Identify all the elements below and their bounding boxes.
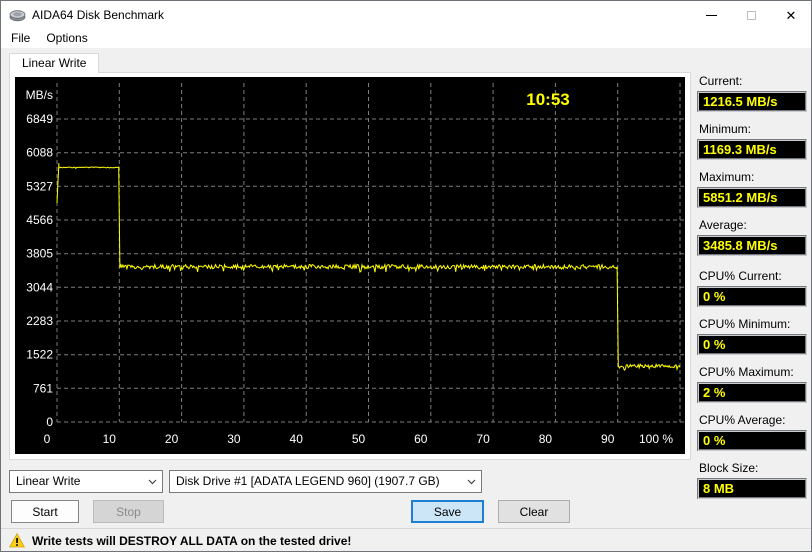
benchmark-page: MB/s 6849 6088 5327 4566 3805 3044 2283 1522 761 0… bbox=[9, 72, 691, 460]
x-axis-tick-label: 100 % bbox=[639, 432, 673, 446]
stat-label-maximum: Maximum: bbox=[699, 170, 755, 184]
stat-box-block-size: 8 MB bbox=[697, 478, 807, 499]
stop-button: Stop bbox=[93, 500, 164, 523]
stat-label-cpu-average: CPU% Average: bbox=[699, 413, 786, 427]
y-axis-tick-label: 1522 bbox=[26, 348, 53, 362]
close-icon: ✕ bbox=[785, 7, 797, 23]
start-button[interactable]: Start bbox=[11, 500, 79, 523]
status-bar: Write tests will DESTROY ALL DATA on the… bbox=[1, 528, 811, 551]
status-warning-text: Write tests will DESTROY ALL DATA on the… bbox=[32, 533, 352, 548]
stat-box-cpu-maximum: 2 % bbox=[697, 382, 807, 403]
y-axis-tick-label: 2283 bbox=[26, 314, 53, 328]
y-axis-tick-label: 761 bbox=[33, 381, 53, 395]
y-axis-tick-label: 0 bbox=[46, 415, 53, 429]
maximize-icon bbox=[746, 10, 756, 20]
x-axis-tick-label: 60 bbox=[414, 432, 428, 446]
caption-buttons: ✕ bbox=[691, 1, 811, 29]
x-axis-tick-label: 20 bbox=[165, 432, 179, 446]
stat-value-cpu-current: 0 % bbox=[703, 289, 726, 304]
window-title: AIDA64 Disk Benchmark bbox=[32, 8, 165, 22]
y-axis-tick-label: 6849 bbox=[26, 112, 53, 126]
stat-label-minimum: Minimum: bbox=[699, 122, 752, 136]
stat-box-maximum: 5851.2 MB/s bbox=[697, 187, 807, 208]
title-bar: AIDA64 Disk Benchmark ✕ bbox=[1, 1, 811, 29]
benchmark-clock: 10:53 bbox=[526, 90, 569, 109]
stat-value-average: 3485.8 MB/s bbox=[703, 238, 778, 253]
x-axis-tick-label: 50 bbox=[352, 432, 366, 446]
stat-label-block-size: Block Size: bbox=[699, 461, 759, 475]
stats-panel: Current: 1216.5 MB/s Minimum: 1169.3 MB/… bbox=[697, 74, 807, 509]
x-axis-tick-label: 40 bbox=[290, 432, 304, 446]
stat-box-cpu-current: 0 % bbox=[697, 286, 807, 307]
y-axis-unit-label: MB/s bbox=[26, 88, 53, 102]
stat-label-cpu-minimum: CPU% Minimum: bbox=[699, 317, 791, 331]
stat-value-cpu-minimum: 0 % bbox=[703, 337, 726, 352]
aida64-disk-icon bbox=[9, 10, 26, 22]
test-type-value: Linear Write bbox=[16, 474, 81, 488]
y-axis-tick-label: 4566 bbox=[26, 213, 53, 227]
stat-label-average: Average: bbox=[699, 218, 747, 232]
menu-bar: File Options bbox=[1, 29, 811, 48]
drive-select-value: Disk Drive #1 [ADATA LEGEND 960] (1907.7… bbox=[176, 474, 440, 488]
write-speed-line bbox=[56, 163, 681, 372]
save-button[interactable]: Save bbox=[411, 500, 484, 523]
x-axis-tick-label: 30 bbox=[227, 432, 241, 446]
stat-value-maximum: 5851.2 MB/s bbox=[703, 190, 778, 205]
stat-box-minimum: 1169.3 MB/s bbox=[697, 139, 807, 160]
stat-label-current: Current: bbox=[699, 74, 743, 88]
clear-button[interactable]: Clear bbox=[498, 500, 570, 523]
x-axis-tick-label: 10 bbox=[103, 432, 117, 446]
tab-linear-write[interactable]: Linear Write bbox=[9, 53, 100, 73]
stat-box-average: 3485.8 MB/s bbox=[697, 235, 807, 256]
chevron-down-icon bbox=[143, 472, 161, 491]
y-axis-tick-label: 5327 bbox=[26, 179, 53, 193]
stat-value-cpu-average: 0 % bbox=[703, 433, 726, 448]
warning-icon bbox=[9, 533, 25, 548]
benchmark-chart: MB/s 6849 6088 5327 4566 3805 3044 2283 1522 761 0… bbox=[15, 77, 685, 454]
stat-value-minimum: 1169.3 MB/s bbox=[703, 142, 777, 157]
x-axis-tick-label: 80 bbox=[539, 432, 553, 446]
y-axis-tick-label: 3044 bbox=[26, 280, 53, 294]
drive-select[interactable]: Disk Drive #1 [ADATA LEGEND 960] (1907.7… bbox=[169, 470, 482, 493]
stat-label-cpu-maximum: CPU% Maximum: bbox=[699, 365, 794, 379]
menu-options[interactable]: Options bbox=[46, 31, 88, 45]
stat-value-block-size: 8 MB bbox=[703, 481, 735, 496]
stat-box-cpu-minimum: 0 % bbox=[697, 334, 807, 355]
maximize-button bbox=[731, 1, 771, 29]
close-button[interactable]: ✕ bbox=[771, 1, 811, 29]
stat-value-current: 1216.5 MB/s bbox=[703, 94, 778, 109]
x-axis-tick-label: 70 bbox=[476, 432, 490, 446]
minimize-icon bbox=[705, 14, 717, 16]
stat-box-current: 1216.5 MB/s bbox=[697, 91, 807, 112]
y-axis-tick-label: 6088 bbox=[26, 146, 53, 160]
x-axis-tick-label: 90 bbox=[601, 432, 615, 446]
x-axis-tick-label: 0 bbox=[44, 432, 51, 446]
chevron-down-icon bbox=[462, 472, 480, 491]
y-axis-tick-label: 3805 bbox=[26, 247, 53, 261]
stat-label-cpu-current: CPU% Current: bbox=[699, 269, 782, 283]
test-type-select[interactable]: Linear Write bbox=[9, 470, 163, 493]
stat-value-cpu-maximum: 2 % bbox=[703, 385, 726, 400]
stat-box-cpu-average: 0 % bbox=[697, 430, 807, 451]
menu-file[interactable]: File bbox=[11, 31, 31, 45]
minimize-button[interactable] bbox=[691, 1, 731, 29]
